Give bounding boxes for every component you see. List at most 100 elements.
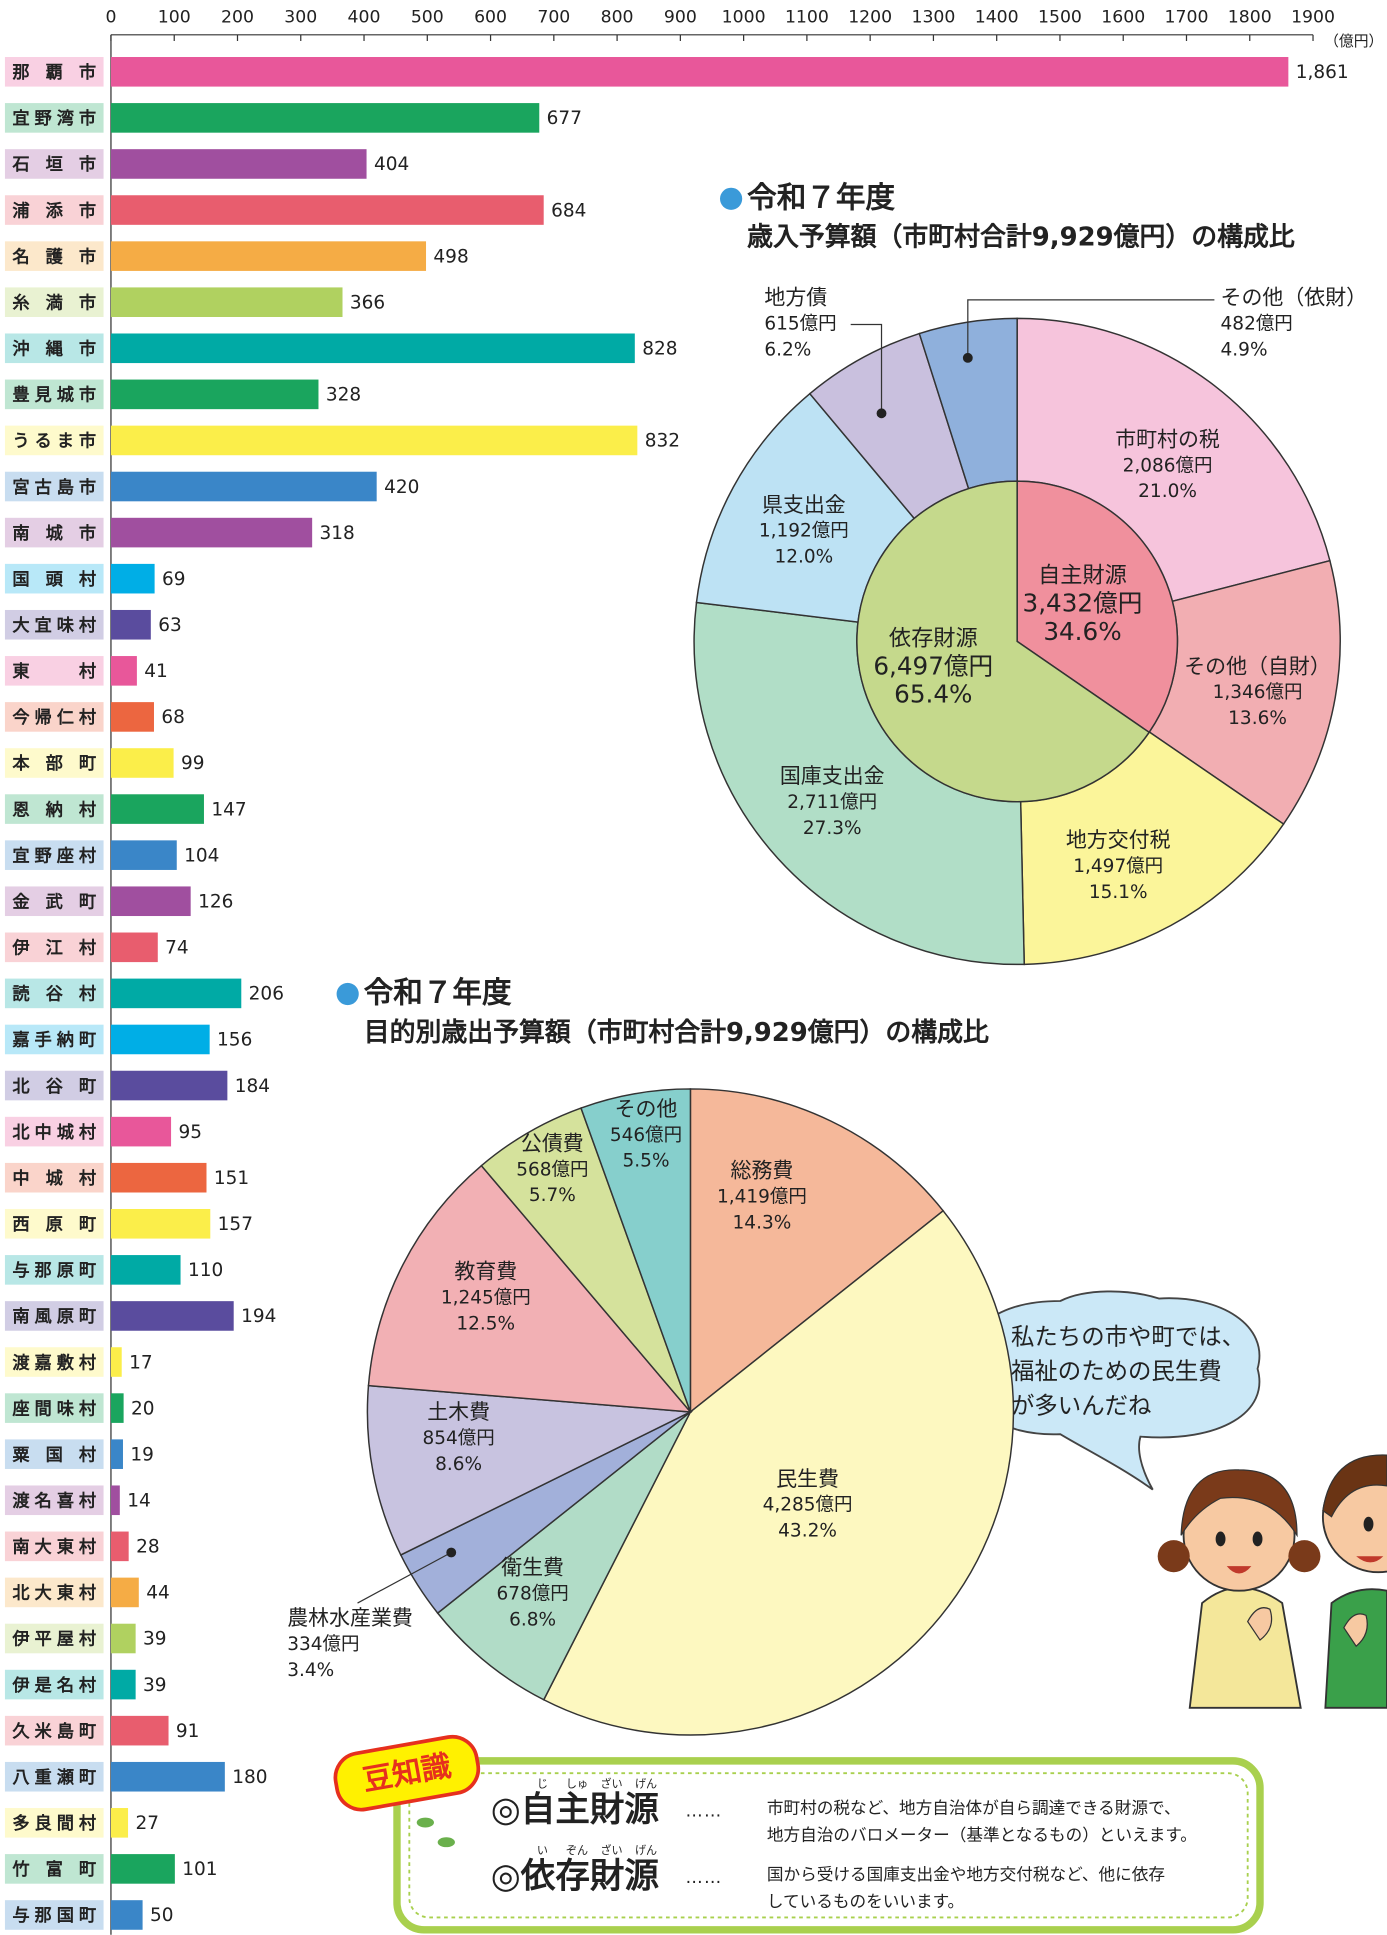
bar: [110, 425, 638, 456]
slice-percent: 6.8%: [509, 1609, 556, 1630]
slice-percent: 12.5%: [456, 1313, 515, 1334]
slice-amount: 1,419億円: [717, 1186, 807, 1207]
x-tick-label: 600: [474, 8, 507, 28]
x-tick-label: 200: [221, 8, 254, 28]
x-tick-label: 400: [348, 8, 381, 28]
category-label-bg: [4, 978, 104, 1009]
category-label-bg: [4, 1577, 104, 1608]
chart-title: 令和７年度: [747, 180, 895, 214]
bar: [110, 149, 367, 179]
value-label: 366: [350, 292, 385, 313]
slice-percent: 13.6%: [1228, 708, 1287, 729]
bar: [110, 609, 151, 640]
leader-dot: [446, 1547, 457, 1558]
value-label: 180: [232, 1767, 267, 1788]
value-label: 39: [143, 1675, 167, 1696]
slice-amount: 854億円: [423, 1428, 495, 1449]
slice-percent: 65.4%: [894, 680, 972, 709]
category-label-bg: [4, 1070, 104, 1101]
category-label-bg: [4, 1854, 104, 1884]
x-tick-label: 700: [537, 8, 570, 28]
category-label-bg: [4, 656, 104, 686]
leader-dot: [962, 352, 973, 363]
category-label-bg: [4, 702, 104, 732]
x-tick-label: 1600: [1101, 8, 1145, 28]
bar: [110, 978, 242, 1009]
x-tick-label: 900: [664, 8, 697, 28]
category-label-bg: [4, 1393, 104, 1423]
value-label: 832: [645, 431, 680, 452]
category-label-bg: [4, 1255, 104, 1285]
sprout: [416, 1817, 455, 1848]
slice-label: 教育費: [454, 1260, 517, 1284]
category-label-bg: [4, 149, 104, 179]
bar: [110, 195, 544, 225]
bar: [110, 1761, 225, 1792]
glossary-badge: 豆知識: [333, 1734, 481, 1812]
glossary-description: 国から受ける国庫支出金や地方交付税など、他に依存: [767, 1865, 1165, 1884]
glossary-ruby: げん: [635, 1777, 657, 1790]
glossary-term: ◎依存財源: [491, 1856, 660, 1896]
slice-percent: 3.4%: [287, 1660, 334, 1681]
value-label: 1,861: [1296, 62, 1349, 83]
slice-label: 民生費: [776, 1467, 839, 1491]
category-label-bg: [4, 748, 104, 778]
bar: [110, 1900, 143, 1930]
category-label-bg: [4, 1485, 104, 1516]
category-label: 名護市: [11, 246, 96, 267]
slice-percent: 6.2%: [764, 339, 811, 360]
bar: [110, 1393, 124, 1423]
slice-amount: 4,285億円: [763, 1495, 853, 1516]
speech-text: 福祉のための民生費: [1011, 1357, 1222, 1385]
slice-amount: 1,245億円: [441, 1288, 531, 1309]
slice-percent: 27.3%: [803, 818, 862, 839]
value-label: 404: [374, 154, 409, 175]
value-label: 69: [162, 569, 186, 590]
x-tick-label: 100: [158, 8, 191, 28]
slice-percent: 14.3%: [733, 1212, 792, 1233]
glossary-ruby: い: [537, 1844, 548, 1857]
value-label: 68: [161, 707, 185, 728]
slice-label: 市町村の税: [1115, 427, 1220, 451]
slice: [580, 1088, 692, 1413]
category-label-bg: [4, 471, 104, 502]
slice-amount: 546億円: [610, 1125, 682, 1146]
bar: [110, 794, 204, 824]
category-label: 石垣市: [11, 154, 96, 175]
slice-amount: 3,432億円: [1023, 588, 1143, 617]
x-tick-label: 1300: [911, 8, 955, 28]
chart-subtitle: 目的別歳出予算額（市町村合計9,929億円）の構成比: [364, 1017, 989, 1048]
slice: [856, 480, 1151, 803]
slice-label: 国庫支出金: [780, 764, 885, 788]
category-label: 伊江村: [11, 938, 96, 959]
category-label-bg: [4, 1531, 104, 1562]
category-label-bg: [4, 1623, 104, 1654]
title-bullet: [720, 187, 743, 210]
value-label: 184: [235, 1076, 270, 1097]
slice-amount: 1,346億円: [1213, 682, 1303, 703]
value-label: 206: [249, 984, 284, 1005]
x-tick-label: 1800: [1228, 8, 1272, 28]
category-label-bg: [4, 287, 104, 317]
glossary-description: 市町村の税など、地方自治体が自ら調達できる財源で、: [767, 1798, 1181, 1817]
bar: [110, 379, 319, 410]
value-label: 828: [642, 339, 677, 360]
x-tick-label: 1400: [975, 8, 1019, 28]
x-tick-label: 1000: [722, 8, 766, 28]
category-label-bg: [4, 333, 104, 364]
bar: [110, 932, 158, 963]
value-label: 27: [135, 1813, 159, 1834]
value-label: 41: [144, 661, 168, 682]
value-label: 126: [198, 891, 233, 912]
slice-amount: 482億円: [1221, 314, 1293, 335]
category-label: 沖縄市: [12, 339, 96, 360]
slice-amount: 1,192億円: [759, 521, 849, 542]
category-label: 糸満市: [12, 292, 96, 313]
value-label: 101: [182, 1859, 217, 1880]
slice-label: 地方債: [764, 286, 827, 310]
slice: [689, 1088, 945, 1414]
slice-label: その他: [615, 1097, 678, 1121]
category-label-bg: [4, 1715, 104, 1746]
glossary-frame: [393, 1757, 1264, 1934]
category-label-bg: [4, 379, 104, 410]
